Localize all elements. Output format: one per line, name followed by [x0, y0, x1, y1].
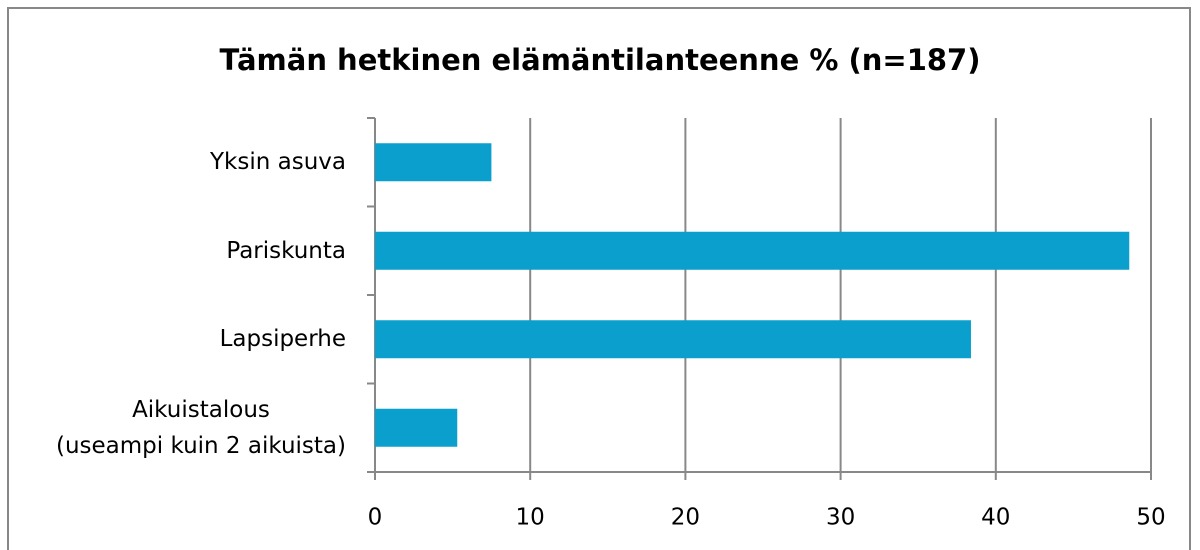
chart-border [7, 7, 1191, 550]
bar [375, 320, 971, 359]
x-tick-label: 20 [671, 505, 700, 531]
bar [375, 231, 1130, 270]
x-tick-label: 10 [516, 505, 545, 531]
y-tick-label: Aikuistalous (useampi kuin 2 aikuista) [55, 396, 346, 459]
y-tick-label: Yksin asuva [210, 149, 346, 176]
x-tick-label: 40 [981, 505, 1010, 531]
y-tick-label: Pariskunta [226, 237, 346, 264]
x-tick-label: 50 [1136, 505, 1165, 531]
x-tick-label: 30 [826, 505, 855, 531]
x-tick-label: 0 [368, 505, 383, 531]
y-tick-label: Lapsiperhe [219, 326, 346, 353]
chart-title: Tämän hetkinen elämäntilanteenne % (n=18… [220, 43, 981, 77]
bar [375, 143, 492, 182]
bar [375, 408, 458, 447]
